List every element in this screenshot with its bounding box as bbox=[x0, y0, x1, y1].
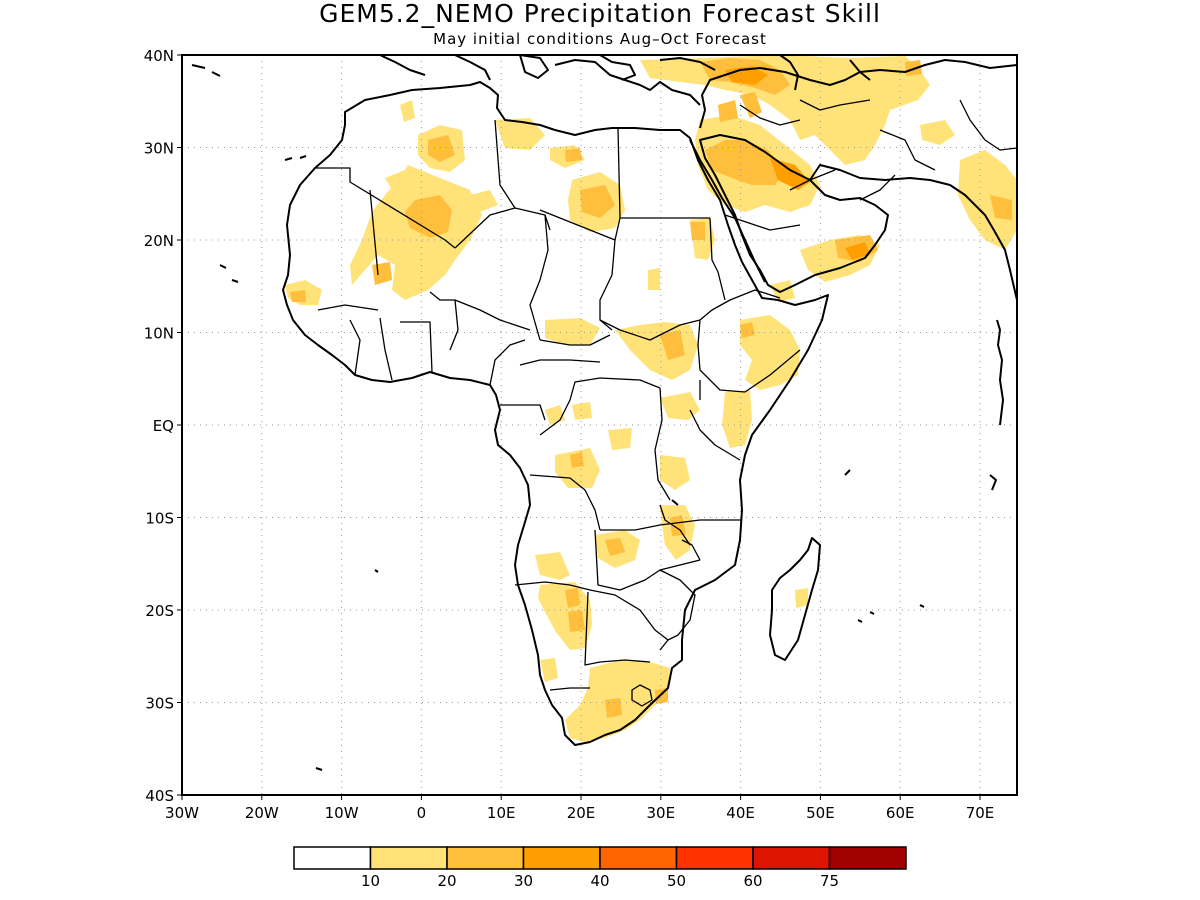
colorbar-label: 40 bbox=[590, 872, 609, 890]
y-tick-label: 20S bbox=[145, 602, 174, 620]
x-tick-label: 60E bbox=[886, 804, 915, 822]
colorbar-label: 50 bbox=[667, 872, 686, 890]
map-title: GEM5.2_NEMO Precipitation Forecast Skill bbox=[319, 0, 881, 28]
country-borders bbox=[315, 99, 1017, 707]
x-tick-label: 70E bbox=[966, 804, 995, 822]
skill-shading bbox=[285, 55, 1017, 742]
colorbar-swatch bbox=[828, 846, 907, 870]
colorbar-swatch bbox=[522, 846, 601, 870]
colorbar-swatch bbox=[446, 846, 525, 870]
colorbar-swatch bbox=[369, 846, 448, 870]
x-tick-label: 30W bbox=[165, 804, 199, 822]
x-tick-label: 10E bbox=[487, 804, 516, 822]
x-tick-label: 0 bbox=[417, 804, 427, 822]
y-tick-label: EQ bbox=[153, 417, 174, 435]
colorbar-swatch bbox=[599, 846, 678, 870]
colorbar-label: 10 bbox=[361, 872, 380, 890]
x-axis-ticks: 30W 20W 10W 0 10E 20E 30E 40E 50E 60E 70E bbox=[165, 795, 994, 822]
map-subtitle: May initial conditions Aug–Oct Forecast bbox=[433, 30, 767, 48]
x-tick-label: 20W bbox=[245, 804, 279, 822]
coastlines bbox=[191, 55, 1017, 771]
colorbar-swatch bbox=[752, 846, 831, 870]
y-tick-label: 10N bbox=[144, 325, 174, 343]
y-tick-label: 30S bbox=[145, 695, 174, 713]
colorbar: 10 20 30 40 50 60 75 bbox=[293, 846, 907, 890]
y-tick-label: 40S bbox=[145, 787, 174, 805]
x-tick-label: 40E bbox=[726, 804, 755, 822]
x-tick-label: 20E bbox=[567, 804, 596, 822]
y-tick-label: 30N bbox=[144, 140, 174, 158]
y-tick-label: 20N bbox=[144, 232, 174, 250]
x-tick-label: 30E bbox=[647, 804, 676, 822]
colorbar-swatch bbox=[293, 846, 372, 870]
x-tick-label: 10W bbox=[325, 804, 359, 822]
y-tick-label: 40N bbox=[144, 47, 174, 65]
y-tick-label: 10S bbox=[145, 510, 174, 528]
colorbar-label: 60 bbox=[743, 872, 762, 890]
y-axis-ticks: 40N 30N 20N 10N EQ 10S 20S 30S 40S bbox=[144, 47, 182, 805]
colorbar-label: 30 bbox=[514, 872, 533, 890]
x-tick-label: 50E bbox=[806, 804, 835, 822]
colorbar-swatch bbox=[675, 846, 754, 870]
colorbar-label: 75 bbox=[820, 872, 839, 890]
colorbar-label: 20 bbox=[437, 872, 456, 890]
